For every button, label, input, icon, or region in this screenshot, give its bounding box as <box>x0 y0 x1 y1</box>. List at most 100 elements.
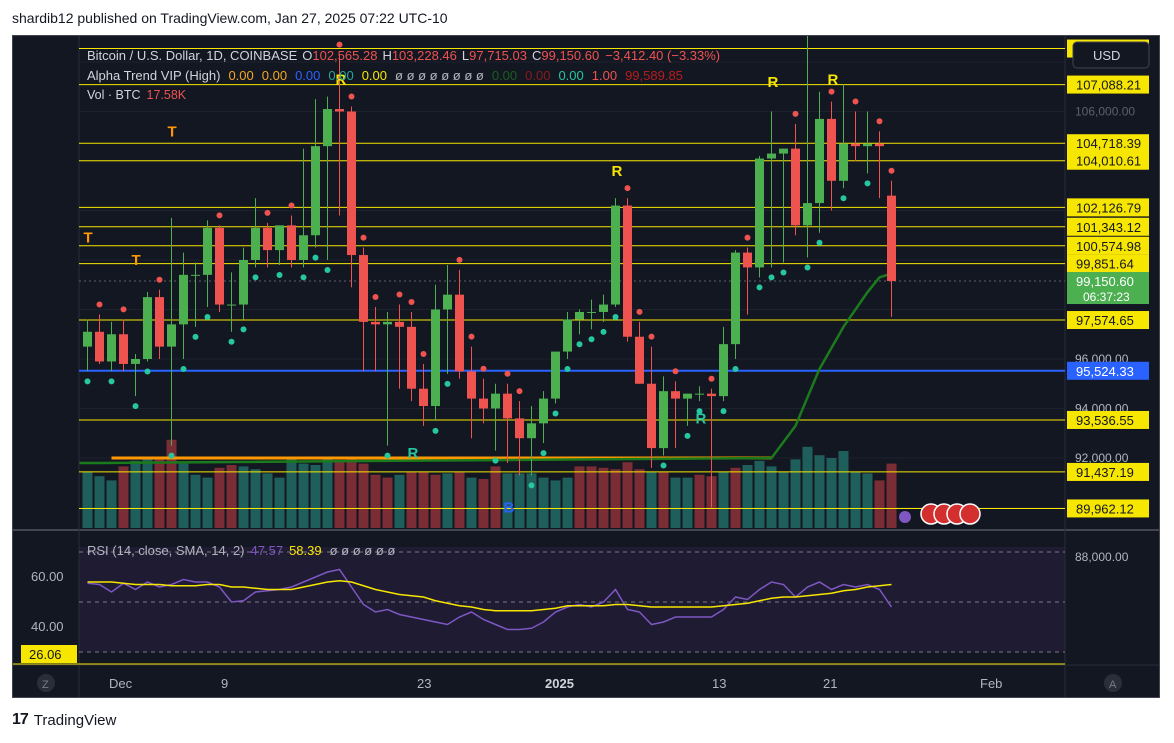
candle-body[interactable] <box>419 388 428 407</box>
trend-dot <box>564 366 571 372</box>
candle-body[interactable] <box>503 393 512 419</box>
candle-body[interactable] <box>143 297 152 359</box>
special-lines <box>79 272 1065 465</box>
trend-dot <box>684 432 691 439</box>
candle-body[interactable] <box>347 111 356 256</box>
candle-body[interactable] <box>863 143 872 147</box>
candle-body[interactable] <box>491 393 500 409</box>
event-flags[interactable] <box>899 503 981 525</box>
candle-body[interactable] <box>251 227 260 260</box>
candle-body[interactable] <box>623 205 632 337</box>
candle-body[interactable] <box>431 309 440 407</box>
candle-body[interactable] <box>671 391 680 399</box>
candle-body[interactable] <box>323 109 332 147</box>
currency-button[interactable] <box>1072 41 1150 69</box>
volume-bar <box>838 451 849 528</box>
candle-body[interactable] <box>371 321 380 325</box>
candle-body[interactable] <box>263 227 272 251</box>
candle-body[interactable] <box>83 331 92 347</box>
candle-body[interactable] <box>539 398 548 424</box>
candle-body[interactable] <box>599 304 608 312</box>
candle-body[interactable] <box>287 225 296 260</box>
volume-bar <box>154 458 165 528</box>
currency-button-label[interactable]: USD <box>1093 48 1120 63</box>
indicator-value: 0.00 <box>492 68 517 83</box>
candle-body[interactable] <box>851 143 860 147</box>
candle-body[interactable] <box>659 391 668 449</box>
auto-scale-a-icon[interactable]: A <box>1109 679 1117 691</box>
candle-body[interactable] <box>215 227 224 305</box>
rsi-legend[interactable]: RSI (14, close, SMA, 14, 2) 47.57 58.39 ø ø… <box>87 543 395 558</box>
candles[interactable] <box>83 36 896 508</box>
tradingview-logo-icon[interactable]: 17 <box>12 711 29 728</box>
candle-body[interactable] <box>719 344 728 397</box>
candle-body[interactable] <box>779 148 788 154</box>
candle-body[interactable] <box>803 203 812 226</box>
candle-body[interactable] <box>875 143 884 147</box>
candle-body[interactable] <box>683 393 692 399</box>
volume-bar <box>106 480 117 528</box>
candle-body[interactable] <box>551 351 560 399</box>
candle-body[interactable] <box>611 205 620 305</box>
timezone-z-icon[interactable]: Z <box>42 679 49 691</box>
candle-body[interactable] <box>791 148 800 226</box>
candle-body[interactable] <box>131 359 140 364</box>
candle-body[interactable] <box>839 143 848 181</box>
candle-body[interactable] <box>239 260 248 305</box>
candle-body[interactable] <box>443 294 452 310</box>
price-label: 91,437.19 <box>1076 465 1134 480</box>
auto-scale-circle[interactable] <box>1104 674 1122 692</box>
candle-body[interactable] <box>407 326 416 389</box>
volume-bar <box>730 467 741 528</box>
timezone-circle[interactable] <box>37 674 55 692</box>
candle-body[interactable] <box>167 324 176 347</box>
volume-legend[interactable]: Vol · BTC 17.58K <box>87 88 187 102</box>
candle-body[interactable] <box>479 398 488 409</box>
candle-body[interactable] <box>827 118 836 181</box>
candle-body[interactable] <box>383 321 392 325</box>
candle-body[interactable] <box>359 255 368 322</box>
candle-body[interactable] <box>707 393 716 397</box>
candle-body[interactable] <box>635 336 644 384</box>
indicator-legend[interactable]: Alpha Trend VIP (High) 0.00 0.00 0.00 0.00 0.… <box>87 68 683 83</box>
candle-body[interactable] <box>731 252 740 345</box>
candle-body[interactable] <box>107 334 116 362</box>
candle-body[interactable] <box>575 311 584 320</box>
candle-body[interactable] <box>455 294 464 372</box>
candle-body[interactable] <box>395 321 404 327</box>
candle-body[interactable] <box>119 334 128 364</box>
candle-body[interactable] <box>155 297 164 347</box>
volume-bar <box>82 472 93 528</box>
flag-icon[interactable] <box>899 511 911 523</box>
candle-body[interactable] <box>299 235 308 260</box>
candle-body[interactable] <box>227 304 236 306</box>
indicator-value: 0.00 <box>228 68 253 83</box>
footer-brand[interactable]: TradingView <box>33 711 117 729</box>
candle-body[interactable] <box>467 371 476 399</box>
candle-body[interactable] <box>755 158 764 268</box>
candle-body[interactable] <box>311 146 320 236</box>
signal-marker: R <box>828 71 839 88</box>
candle-body[interactable] <box>647 383 656 449</box>
candle-body[interactable] <box>95 331 104 362</box>
candle-body[interactable] <box>815 118 824 204</box>
candle-body[interactable] <box>563 319 572 352</box>
candle-body[interactable] <box>695 393 704 395</box>
candle-body[interactable] <box>335 109 344 112</box>
candle-body[interactable] <box>515 418 524 439</box>
flag-icon-us-4[interactable] <box>959 503 981 525</box>
candle-body[interactable] <box>191 274 200 276</box>
candle-body[interactable] <box>203 227 212 275</box>
candle-body[interactable] <box>275 225 284 251</box>
candle-body[interactable] <box>767 153 776 159</box>
symbol-legend[interactable]: Bitcoin / U.S. Dollar, 1D, COINBASE O102,… <box>87 48 720 63</box>
candle-body[interactable] <box>887 195 896 282</box>
volume-bar <box>694 474 705 528</box>
candle-body[interactable] <box>587 311 596 313</box>
candle-body[interactable] <box>527 423 536 439</box>
candle-body[interactable] <box>743 252 752 268</box>
candle-body[interactable] <box>179 274 188 325</box>
price-label: 104,718.39 <box>1076 136 1141 151</box>
